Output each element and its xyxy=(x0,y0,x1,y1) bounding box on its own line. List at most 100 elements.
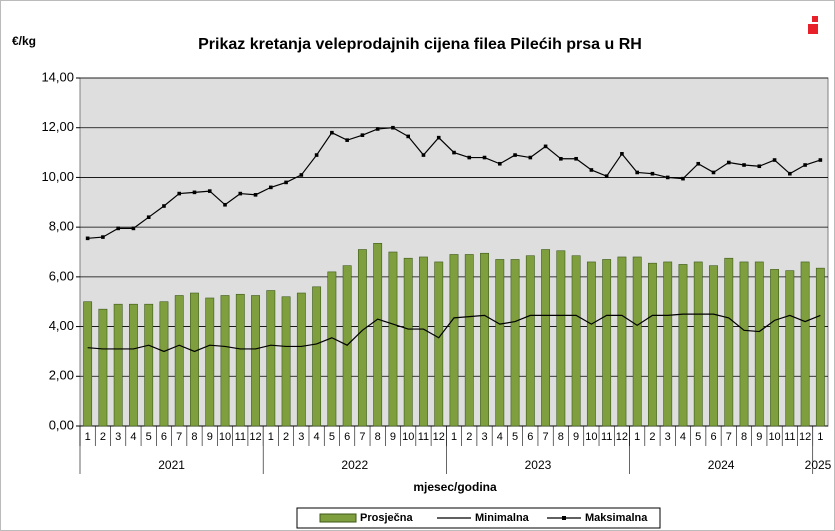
x-tick-label: 2 xyxy=(100,431,106,443)
marker xyxy=(391,125,395,130)
x-tick-label: 10 xyxy=(768,431,780,443)
y-tick-label: 2,00 xyxy=(49,368,74,383)
x-tick-label: 10 xyxy=(585,431,597,443)
marker xyxy=(207,189,212,193)
bar xyxy=(327,271,337,427)
x-tick-label: 5 xyxy=(512,431,518,443)
marker xyxy=(543,144,548,149)
x-tick-label: 12 xyxy=(249,431,261,443)
bar xyxy=(510,259,520,427)
x-tick-label: 4 xyxy=(497,431,503,443)
marker xyxy=(757,164,762,169)
marker xyxy=(681,176,685,181)
x-tick-label: 1 xyxy=(634,431,640,443)
bar xyxy=(144,303,154,427)
x-tick-label: 3 xyxy=(298,431,304,443)
bar xyxy=(83,301,93,427)
bar xyxy=(281,296,291,427)
marker xyxy=(711,170,716,175)
bar xyxy=(464,254,474,427)
marker xyxy=(650,171,655,176)
bar xyxy=(434,261,444,427)
bar xyxy=(449,254,459,427)
bar xyxy=(174,295,184,427)
x-tick-label: 10 xyxy=(402,431,414,443)
marker xyxy=(559,156,563,161)
x-tick-label: 3 xyxy=(665,431,671,443)
bar xyxy=(648,262,657,427)
marker xyxy=(85,236,90,241)
marker xyxy=(162,204,166,208)
marker xyxy=(345,138,349,142)
bar xyxy=(800,261,810,427)
x-tick-label: 6 xyxy=(710,431,716,443)
legend-label: Maksimalna xyxy=(585,512,648,524)
y-tick-label: 6,00 xyxy=(49,268,74,283)
marker xyxy=(620,152,624,156)
x-tick-label: 11 xyxy=(601,431,612,443)
x-tick-label: 8 xyxy=(191,431,197,443)
x-tick-label: 6 xyxy=(344,431,350,443)
bar xyxy=(403,257,413,427)
bar xyxy=(709,265,718,427)
x-tick-label: 7 xyxy=(359,431,365,443)
x-tick-label: 7 xyxy=(176,431,182,443)
x-tick-label: 2 xyxy=(283,431,289,443)
x-axis-label: mjesec/godina xyxy=(413,480,497,494)
x-tick-label: 4 xyxy=(314,431,320,443)
x-tick-label: 5 xyxy=(695,431,701,443)
x-tick-label: 8 xyxy=(741,431,747,443)
bar xyxy=(159,301,169,427)
marker xyxy=(223,202,227,207)
y-tick-label: 4,00 xyxy=(49,318,74,333)
x-tick-label: 9 xyxy=(390,431,396,443)
bar xyxy=(617,256,627,427)
marker xyxy=(421,153,426,157)
x-tick-label: 4 xyxy=(680,431,686,443)
bar xyxy=(525,255,535,427)
x-tick-label: 4 xyxy=(130,431,136,443)
x-tick-label: 5 xyxy=(146,431,152,443)
marker xyxy=(238,191,243,196)
marker xyxy=(589,168,594,172)
x-tick-label: 11 xyxy=(418,431,429,443)
marker xyxy=(101,235,105,239)
group-label: 2021 xyxy=(158,458,185,472)
marker xyxy=(360,133,365,137)
logo xyxy=(808,16,818,34)
legend-label: Prosječna xyxy=(360,512,413,524)
bar xyxy=(602,259,612,427)
marker xyxy=(788,171,792,176)
marker xyxy=(192,190,197,195)
y-axis-label: €/kg xyxy=(12,34,36,48)
marker xyxy=(696,161,701,166)
x-tick-label: 2 xyxy=(466,431,472,443)
bar xyxy=(190,292,199,427)
group-label: 2024 xyxy=(708,458,735,472)
x-tick-label: 7 xyxy=(726,431,732,443)
marker xyxy=(269,185,273,190)
group-label: 2025 xyxy=(805,458,832,472)
bar xyxy=(235,293,245,427)
bar xyxy=(205,297,215,427)
bar xyxy=(571,255,581,427)
bar xyxy=(586,261,596,427)
bar xyxy=(678,264,688,427)
x-tick-label: 12 xyxy=(616,431,628,443)
bar xyxy=(419,256,428,427)
x-tick-label: 6 xyxy=(527,431,533,443)
bar xyxy=(556,250,566,427)
y-tick-label: 14,00 xyxy=(41,69,74,84)
marker xyxy=(299,173,304,177)
x-tick-label: 7 xyxy=(543,431,549,443)
marker xyxy=(253,193,258,197)
bar xyxy=(98,308,108,427)
marker xyxy=(375,127,380,131)
bar xyxy=(296,292,306,427)
x-tick-label: 1 xyxy=(451,431,457,443)
legend-label: Minimalna xyxy=(475,512,530,524)
chart-title: Prikaz kretanja veleprodajnih cijena fil… xyxy=(198,36,642,53)
x-tick-label: 11 xyxy=(235,431,246,443)
bar xyxy=(373,243,383,427)
marker xyxy=(803,163,807,167)
